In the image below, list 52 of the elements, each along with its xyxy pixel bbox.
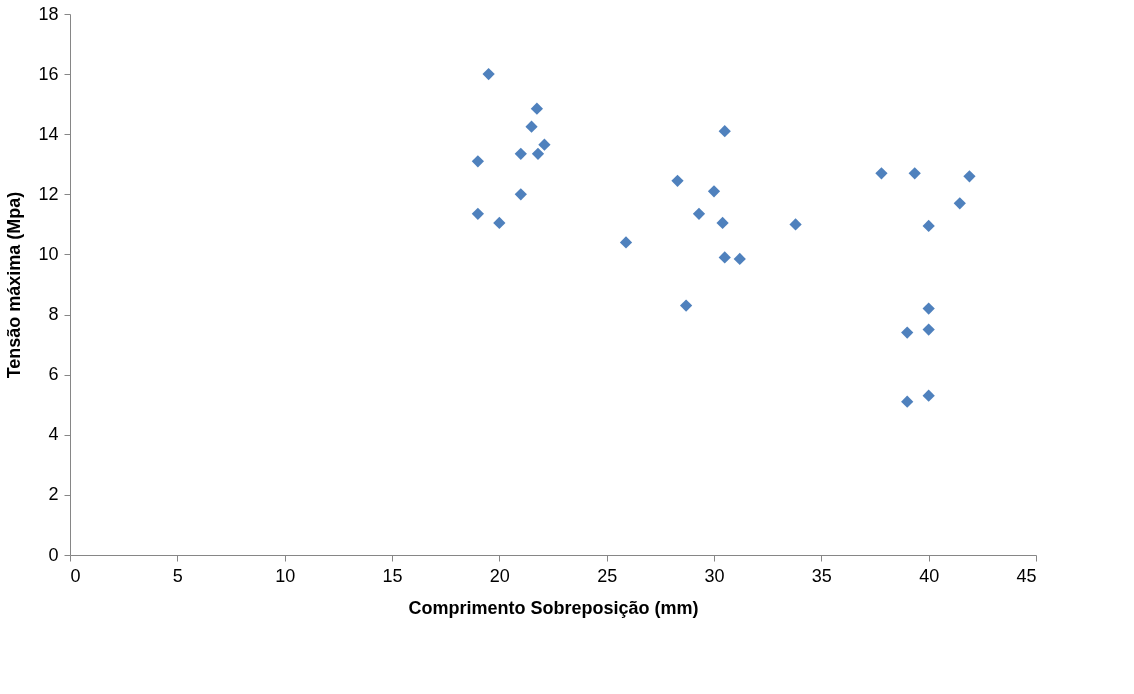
x-tick-label: 40 [919, 565, 940, 586]
point [953, 197, 966, 210]
x-axis-title: Comprimento Sobreposição (mm) [408, 597, 699, 618]
point [493, 216, 506, 230]
point [718, 251, 731, 264]
y-tick-label: 16 [38, 63, 59, 84]
point [716, 216, 729, 230]
y-tick-label: 18 [38, 3, 59, 24]
point [963, 170, 976, 183]
y-axis-title: Tensão máxima (Mpa) [4, 191, 25, 379]
point [671, 174, 684, 187]
point [471, 155, 484, 168]
y-tick-label: 2 [48, 484, 59, 505]
point [922, 389, 935, 402]
x-tick-label: 20 [489, 565, 510, 586]
y-tick-label: 0 [48, 544, 59, 565]
point [619, 236, 633, 249]
y-tick-label: 12 [38, 183, 59, 204]
point [922, 302, 935, 315]
point [679, 299, 693, 312]
x-tick-label: 5 [172, 565, 183, 586]
x-tick-label: 10 [275, 565, 296, 586]
y-tick-label: 8 [48, 304, 59, 325]
point [733, 252, 746, 266]
x-tick-label: 45 [1016, 565, 1037, 586]
point [692, 207, 706, 220]
point [922, 219, 935, 233]
point [538, 138, 551, 151]
point [901, 326, 914, 339]
point [514, 188, 527, 201]
point [718, 125, 731, 138]
point [482, 67, 495, 81]
y-tick-label: 10 [38, 243, 59, 264]
point [908, 167, 921, 180]
point [707, 185, 721, 198]
y-tick-label: 14 [38, 123, 59, 144]
point [789, 218, 802, 231]
x-tick-label: 30 [704, 565, 725, 586]
point [875, 167, 888, 180]
point [471, 207, 484, 220]
point [514, 147, 527, 160]
x-tick-label: 15 [382, 565, 403, 586]
point [531, 147, 545, 160]
y-tick-label: 4 [48, 424, 59, 445]
y-tick-label: 6 [48, 364, 59, 385]
point [901, 395, 914, 408]
x-tick-label: 25 [597, 565, 618, 586]
point [922, 323, 935, 336]
x-tick-label: 0 [70, 565, 81, 586]
point [525, 120, 538, 133]
point [530, 102, 544, 115]
x-tick-label: 35 [811, 565, 832, 586]
